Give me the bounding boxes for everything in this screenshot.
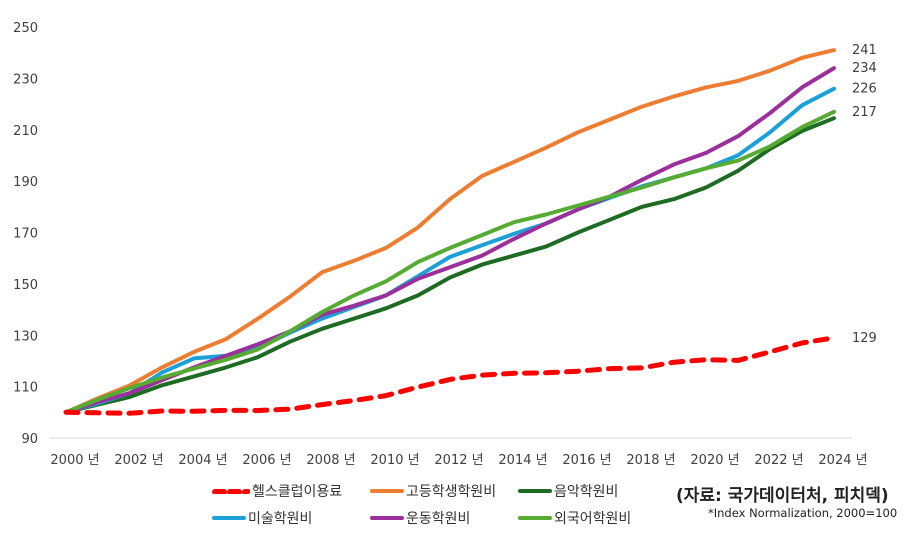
y-tick-label: 190 — [13, 175, 38, 190]
x-tick-label: 2024 년 — [818, 453, 867, 468]
legend-label: 운동학원비 — [406, 511, 471, 527]
legend-item-music: 음악학원비 — [518, 481, 618, 501]
series-line-3 — [64, 86, 836, 415]
series-line-5 — [64, 109, 836, 415]
legend-swatch — [370, 516, 404, 520]
x-tick-label: 2012 년 — [434, 453, 483, 468]
legend-label: 음악학원비 — [554, 484, 619, 500]
end-labels: 129 241 226 234 217 — [852, 43, 877, 346]
series-line-1 — [64, 48, 836, 415]
end-label-0: 129 — [852, 331, 877, 346]
legend-swatch — [370, 489, 404, 493]
x-tick-label: 2000 년 — [50, 453, 99, 468]
legend-item-high-school: 고등학생학원비 — [370, 481, 496, 501]
legend-swatch — [518, 489, 552, 493]
end-label-3: 226 — [852, 82, 877, 97]
legend-label: 고등학생학원비 — [406, 484, 497, 500]
source-text: (자료: 국가데이터처, 피치덱) — [676, 486, 889, 506]
legend-swatch — [518, 516, 552, 520]
y-tick-label: 110 — [13, 381, 38, 396]
end-label-1: 241 — [852, 43, 877, 58]
x-tick-label: 2016 년 — [562, 453, 611, 468]
y-tick-label: 130 — [13, 329, 38, 344]
y-tick-label: 150 — [13, 278, 38, 293]
legend-swatch-dashed — [212, 489, 250, 494]
legend-swatch — [212, 516, 246, 520]
legend-item-language: 외국어학원비 — [518, 508, 631, 528]
x-axis-ticks: 2000 년 2002 년 2004 년 2006 년 2008 년 2010 년 2012… — [50, 453, 867, 468]
series-lines — [63, 48, 837, 416]
y-tick-label: 230 — [13, 72, 38, 87]
y-tick-label: 210 — [13, 124, 38, 139]
legend-label: 외국어학원비 — [554, 511, 632, 527]
legend-item-sports: 운동학원비 — [370, 508, 470, 528]
x-tick-label: 2002 년 — [114, 453, 163, 468]
series-line-0 — [63, 335, 837, 416]
y-tick-label: 90 — [21, 432, 38, 447]
legend-label: 헬스클럽이용료 — [252, 484, 343, 500]
x-tick-label: 2010 년 — [370, 453, 419, 468]
x-tick-label: 2020 년 — [690, 453, 739, 468]
legend-item-art: 미술학원비 — [212, 508, 312, 528]
series-line-2 — [64, 116, 836, 415]
x-tick-label: 2018 년 — [626, 453, 675, 468]
legend-item-health-club: 헬스클럽이용료 — [212, 481, 342, 501]
y-tick-label: 170 — [13, 227, 38, 242]
y-tick-label: 250 — [13, 21, 38, 36]
x-tick-label: 2008 년 — [306, 453, 355, 468]
x-tick-label: 2004 년 — [178, 453, 227, 468]
end-label-4: 234 — [852, 61, 877, 76]
x-tick-label: 2022 년 — [754, 453, 803, 468]
normalization-note: *Index Normalization, 2000=100 — [708, 506, 898, 520]
legend-label: 미술학원비 — [248, 511, 313, 527]
end-label-5: 217 — [852, 105, 877, 120]
x-tick-label: 2006 년 — [242, 453, 291, 468]
x-tick-label: 2014 년 — [498, 453, 547, 468]
y-axis-ticks: 90 110 130 150 170 190 210 230 250 — [13, 21, 38, 447]
